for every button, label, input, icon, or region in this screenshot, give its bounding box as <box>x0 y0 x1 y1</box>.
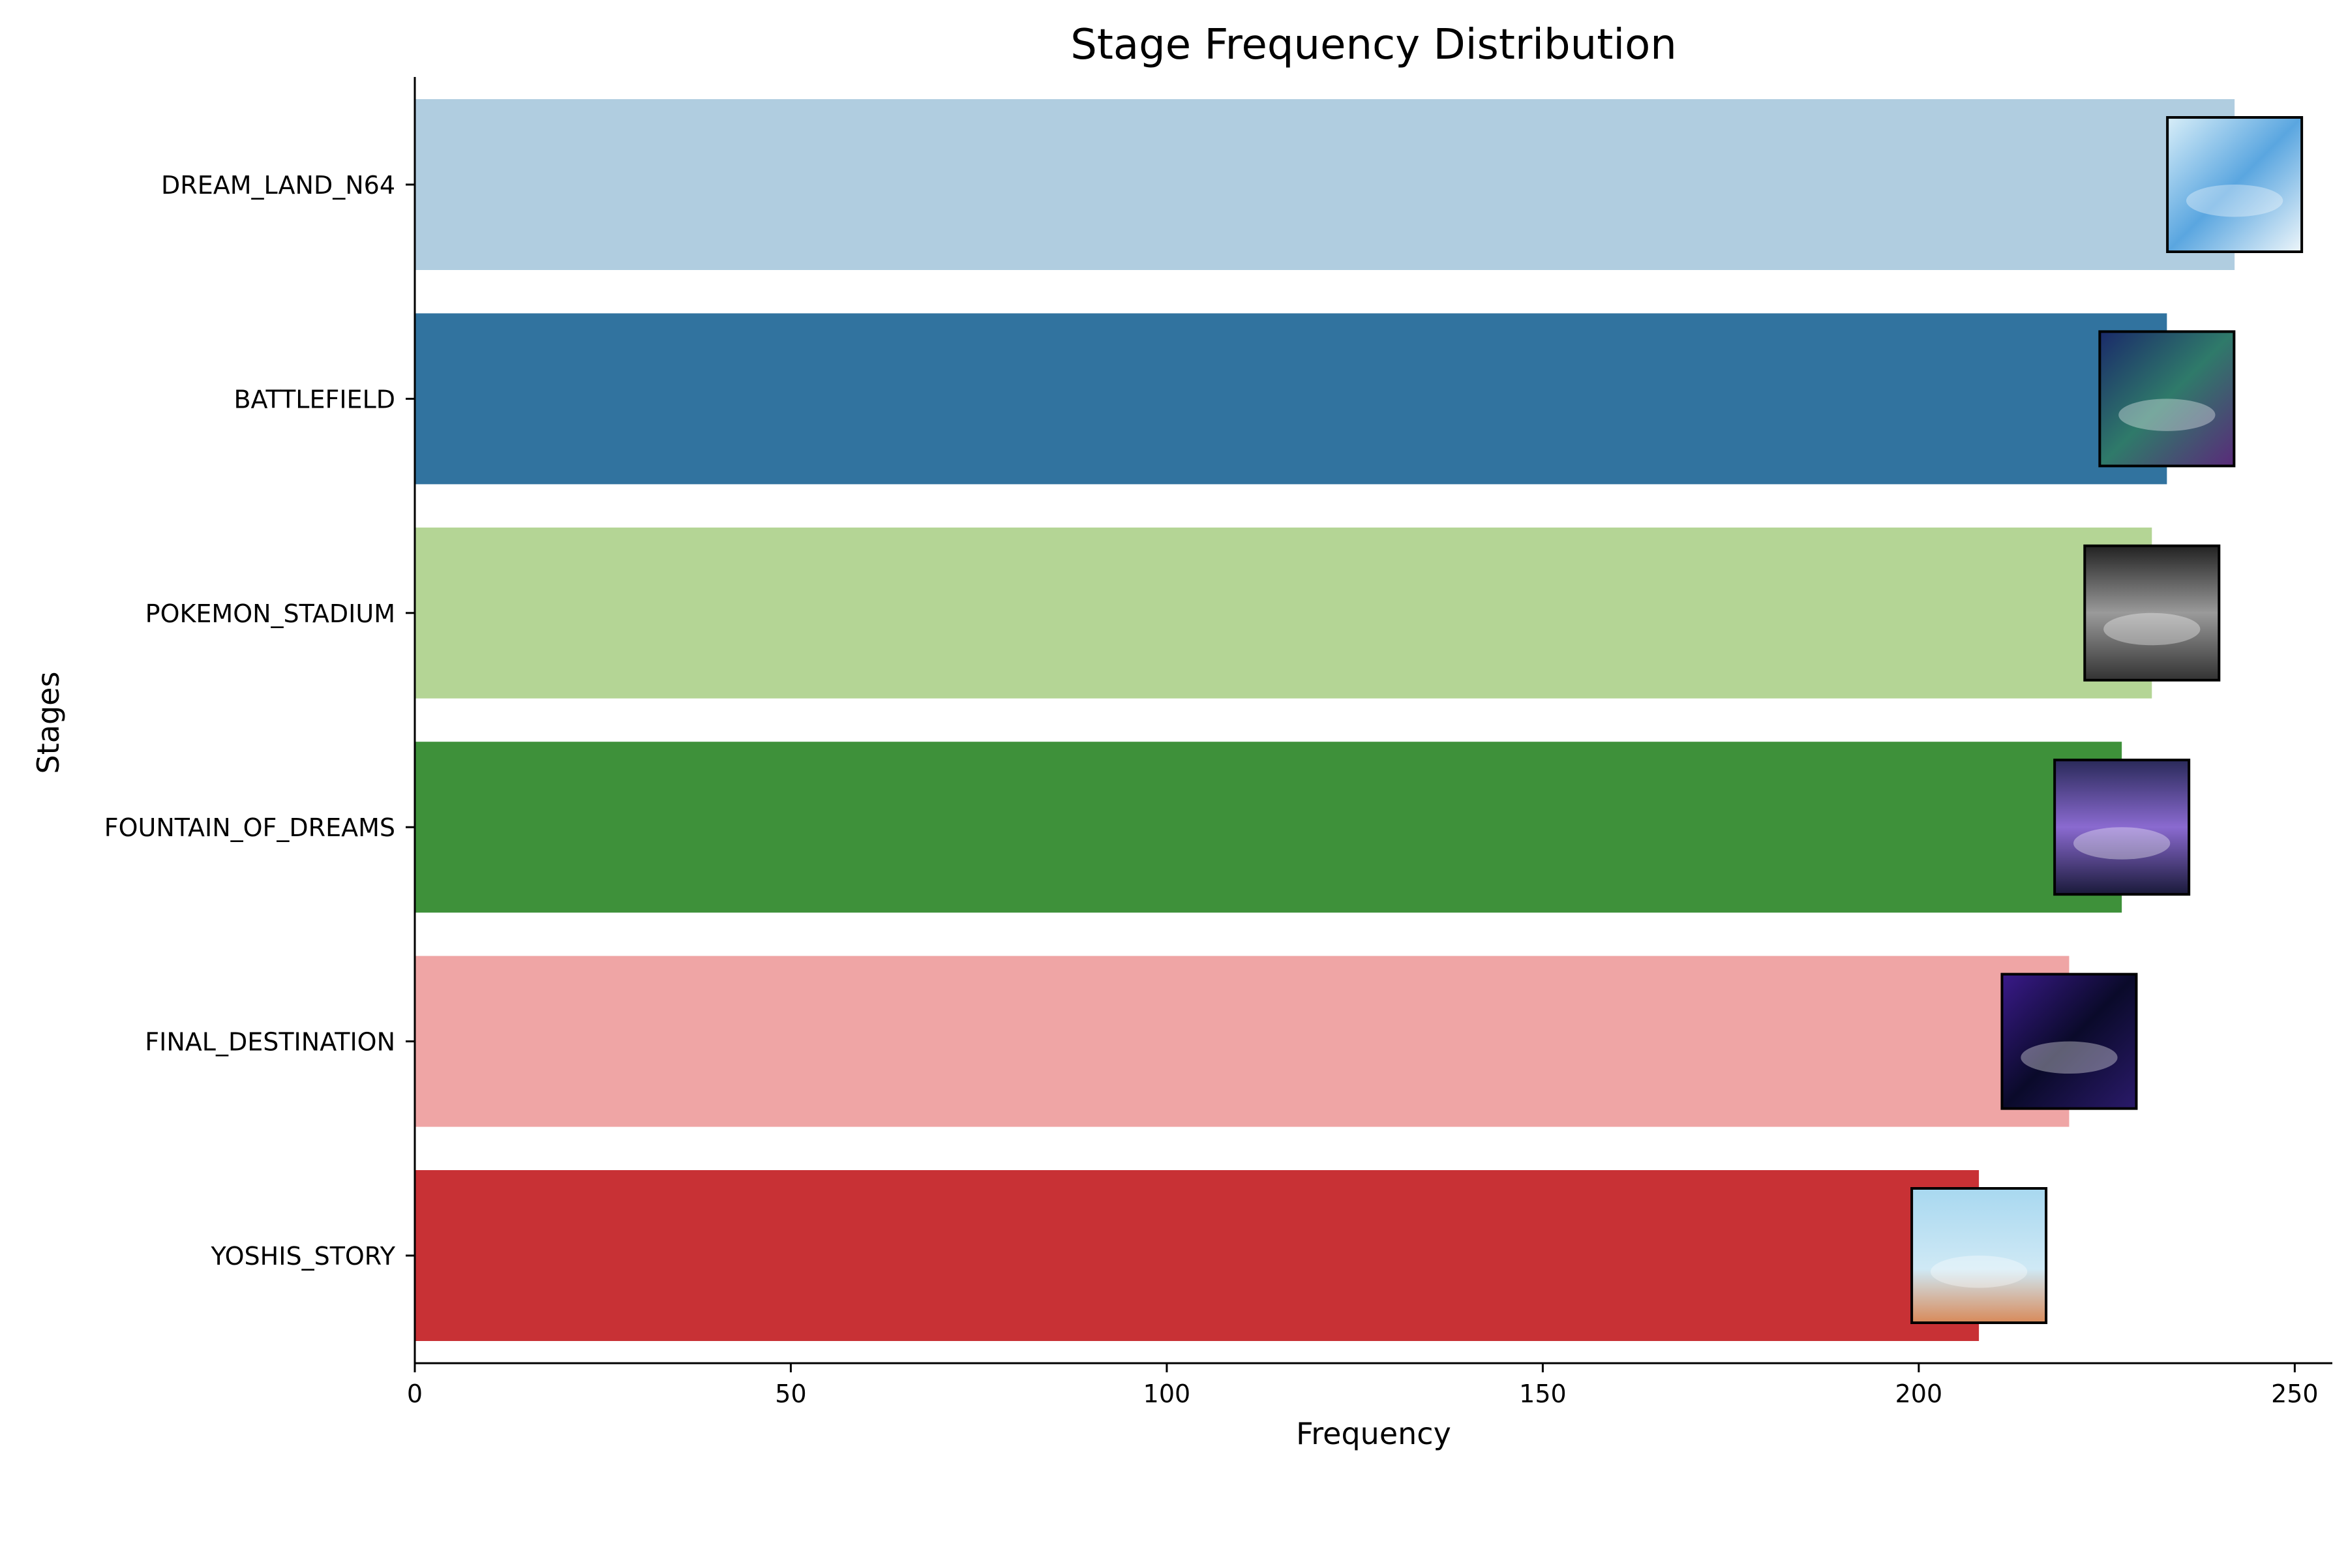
bar-battlefield <box>415 313 2167 485</box>
bars-layer <box>415 99 2235 1341</box>
bar-final-destination <box>415 956 2070 1127</box>
y-tick-label: BATTLEFIELD <box>233 385 395 414</box>
y-tick-label: POKEMON_STADIUM <box>145 599 395 628</box>
dream-land-n64-thumbnail <box>2166 116 2304 253</box>
y-ticks: DREAM_LAND_N64 BATTLEFIELD POKEMON_STADIUM… <box>104 171 415 1271</box>
x-tick-label: 250 <box>2271 1380 2319 1408</box>
y-tick-label: FINAL_DESTINATION <box>145 1028 395 1057</box>
x-tick-label: 200 <box>1895 1380 1943 1408</box>
bar-pokemon-stadium <box>415 527 2152 699</box>
battlefield-thumbnail <box>2098 330 2236 468</box>
x-tick-label: 150 <box>1519 1380 1567 1408</box>
pokemon-stadium-thumbnail <box>2083 544 2221 682</box>
bar-yoshis-story <box>415 1170 1979 1341</box>
x-ticks: 0 50 100 150 200 250 <box>407 1363 2319 1408</box>
x-tick-label: 100 <box>1143 1380 1191 1408</box>
thumbnails-layer <box>1910 116 2304 1324</box>
chart-title: Stage Frequency Distribution <box>1070 21 1677 69</box>
yoshis-story-thumbnail <box>1910 1187 2048 1324</box>
x-axis-label: Frequency <box>1296 1416 1451 1451</box>
bar-dream-land-n64 <box>415 99 2235 270</box>
y-axis-label: Stages <box>31 672 66 774</box>
y-tick-label: DREAM_LAND_N64 <box>161 171 395 200</box>
final-destination-thumbnail <box>2000 972 2138 1110</box>
bar-fountain-of-dreams <box>415 742 2122 913</box>
y-tick-label: YOSHIS_STORY <box>211 1242 396 1271</box>
x-tick-label: 0 <box>407 1380 423 1408</box>
x-tick-label: 50 <box>775 1380 806 1408</box>
fountain-of-dreams-thumbnail <box>2053 759 2191 896</box>
y-tick-label: FOUNTAIN_OF_DREAMS <box>104 813 395 842</box>
